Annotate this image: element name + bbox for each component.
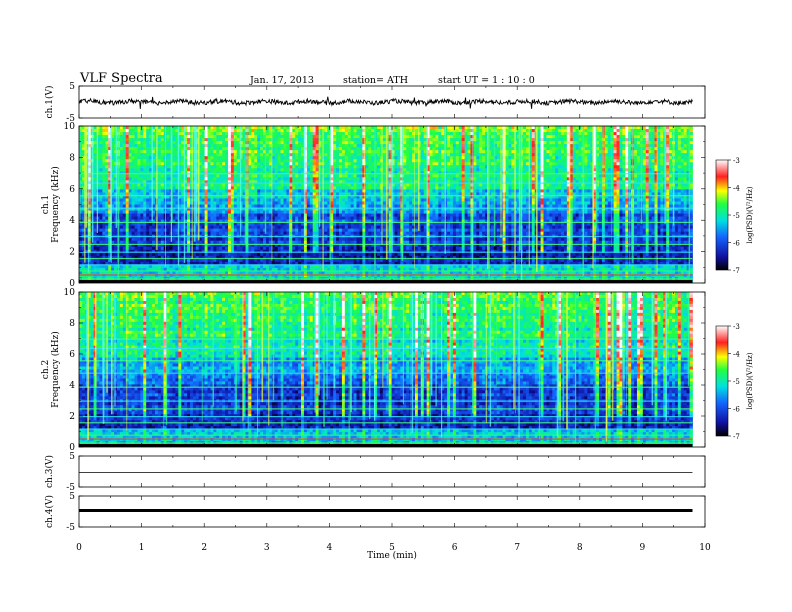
x-tick-label: 9 <box>640 543 646 553</box>
ch2-colorbar <box>715 325 729 437</box>
ch1-colorbar <box>715 159 729 271</box>
y-axis-label-frequency: Frequency (kHz) <box>50 331 61 408</box>
colorbar-label: log(PSD)(V²/Hz) <box>746 186 754 243</box>
colorbar-tick-label: -6 <box>733 406 740 414</box>
y-tick-label: 2 <box>69 412 75 422</box>
y-tick-label: 2 <box>69 248 75 258</box>
date-label: Jan. 17, 2013 <box>250 75 314 86</box>
ch3-axis-frame <box>78 455 706 488</box>
x-tick-label: 3 <box>264 543 270 553</box>
y-tick-label: -5 <box>66 483 75 493</box>
x-tick-label: 4 <box>327 543 333 553</box>
y-tick-label: 4 <box>69 216 75 226</box>
y-axis-label: ch.3(V) <box>44 455 55 488</box>
y-axis-label-channel: ch.2 <box>41 360 51 379</box>
x-tick-label: 7 <box>514 543 520 553</box>
x-axis-label: Time (min) <box>367 550 417 561</box>
x-tick-label: 6 <box>452 543 458 553</box>
y-tick-label: 8 <box>69 153 75 163</box>
colorbar-tick-label: -7 <box>733 267 740 275</box>
colorbar-tick-label: -6 <box>733 240 740 248</box>
y-axis-label-frequency: Frequency (kHz) <box>50 166 61 243</box>
y-tick-label: 10 <box>64 288 76 298</box>
y-tick-label: 8 <box>69 319 75 329</box>
y-axis-label-channel: ch.1 <box>41 195 51 214</box>
y-tick-label: 0 <box>69 279 75 289</box>
colorbar-tick-label: -5 <box>733 378 740 386</box>
start-time-label: start UT = 1 : 10 : 0 <box>438 75 535 86</box>
colorbar-tick-label: -3 <box>733 323 740 331</box>
colorbar-tick-label: -3 <box>733 157 740 165</box>
ch1-voltage-trace <box>78 96 693 109</box>
chart-title: VLF Spectra <box>80 71 163 86</box>
y-tick-label: 10 <box>64 122 76 132</box>
y-tick-label: 6 <box>69 185 75 195</box>
x-tick-label: 8 <box>577 543 583 553</box>
y-axis-label: ch.4(V) <box>44 495 55 528</box>
x-tick-label: 10 <box>699 543 711 553</box>
ch2-spectrogram <box>79 292 693 447</box>
colorbar-tick-label: -4 <box>733 185 740 193</box>
colorbar-tick-label: -7 <box>733 433 740 441</box>
y-tick-label: -5 <box>66 114 75 124</box>
x-tick-label: 5 <box>389 543 395 553</box>
colorbar-label: log(PSD)(V²/Hz) <box>746 352 754 409</box>
y-tick-label: -5 <box>66 523 75 533</box>
y-tick-label: 5 <box>69 82 75 92</box>
x-tick-label: 2 <box>201 543 207 553</box>
y-tick-label: 5 <box>69 492 75 502</box>
x-tick-label: 0 <box>76 543 82 553</box>
ch1-spectrogram <box>79 126 693 283</box>
y-tick-label: 6 <box>69 350 75 360</box>
x-tick-label: 1 <box>139 543 145 553</box>
y-axis-label: ch.1(V) <box>44 86 55 119</box>
station-label: station= ATH <box>343 75 408 86</box>
colorbar-tick-label: -5 <box>733 212 740 220</box>
y-tick-label: 4 <box>69 381 75 391</box>
colorbar-tick-label: -4 <box>733 351 740 359</box>
y-tick-label: 5 <box>69 452 75 462</box>
y-tick-label: 0 <box>69 443 75 453</box>
